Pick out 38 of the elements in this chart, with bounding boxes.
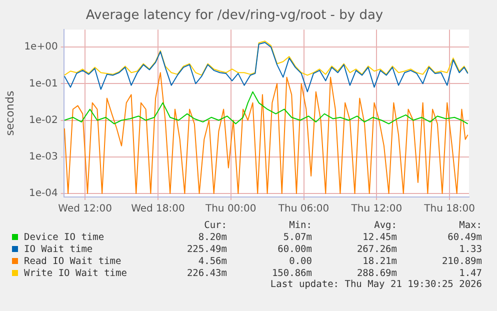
- text: 267.26m: [356, 244, 397, 254]
- legend-label: Device IO time: [24, 232, 104, 242]
- text: 225.49m: [186, 244, 227, 254]
- y-tick-label: 1e+00: [24, 42, 58, 53]
- legend-label: IO Wait time: [24, 244, 93, 254]
- text: 8.20m: [197, 232, 227, 242]
- y-tick-label: 1e-02: [28, 114, 58, 126]
- text: 4.56m: [197, 256, 227, 266]
- x-tick-label: Wed 12:00: [58, 204, 112, 215]
- text: 210.89m: [440, 256, 482, 266]
- text: Last update: Thu May 21 19:30:25 2026: [269, 279, 482, 290]
- legend-label: Write IO Wait time: [24, 268, 127, 278]
- y-axis-title: seconds: [3, 90, 16, 136]
- text: Min:: [288, 220, 312, 231]
- text: 5.07m: [282, 232, 312, 242]
- text: Avg:: [373, 220, 397, 231]
- x-tick-label: Thu 12:00: [350, 204, 402, 215]
- chart-title: Average latency for /dev/ring-vg/root - by day: [86, 8, 384, 24]
- text: 150.86m: [270, 268, 312, 278]
- x-tick-label: Thu 00:00: [204, 204, 256, 215]
- x-tick-label: Wed 18:00: [131, 204, 185, 215]
- text: Max:: [458, 220, 482, 231]
- x-tick-label: Thu 18:00: [423, 204, 475, 215]
- text: 1.33: [458, 244, 482, 254]
- text: 0.00: [288, 256, 312, 266]
- text: 226.43m: [186, 268, 227, 278]
- text: 1.47: [458, 268, 482, 278]
- text: 12.45m: [362, 232, 397, 242]
- y-tick-label: 1e-03: [28, 151, 58, 162]
- text: Cur:: [203, 220, 227, 231]
- text: 60.49m: [446, 232, 482, 242]
- text: 18.21m: [362, 256, 397, 266]
- y-tick-label: 1e-04: [28, 188, 58, 200]
- x-tick-label: Thu 06:00: [277, 204, 330, 215]
- text: 60.00m: [276, 244, 312, 254]
- text: 288.69m: [356, 268, 397, 278]
- y-tick-label: 1e-01: [28, 78, 58, 90]
- legend-label: Read IO Wait time: [24, 256, 122, 266]
